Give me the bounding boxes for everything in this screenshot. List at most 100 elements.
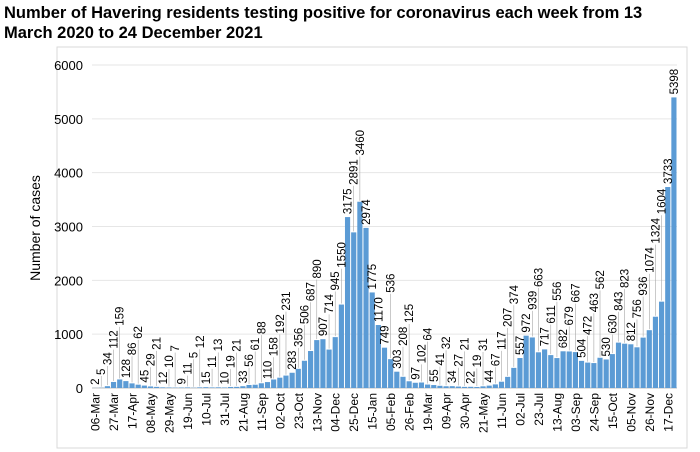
data-label: 283 — [287, 351, 299, 370]
bar — [468, 386, 474, 388]
data-label: 45 — [139, 370, 151, 383]
bar — [215, 387, 221, 388]
x-tick-label: 11-Jun — [495, 393, 509, 429]
y-tick-label: 5000 — [54, 112, 83, 127]
data-label: 64 — [423, 327, 435, 340]
data-label: 663 — [533, 268, 545, 287]
x-tick-label: 25-Dec — [347, 393, 361, 432]
data-label: 843 — [614, 292, 626, 311]
data-label: 1775 — [367, 264, 379, 290]
data-label: 812 — [626, 322, 638, 341]
bar — [110, 381, 117, 388]
data-label: 303 — [392, 350, 404, 369]
x-tick-label: 03-Sep — [569, 393, 583, 432]
data-label: 504 — [577, 338, 589, 358]
data-label: 714 — [324, 294, 336, 314]
bar — [554, 358, 560, 388]
data-label: 19 — [472, 355, 484, 368]
data-label: 1324 — [650, 217, 662, 243]
bar — [560, 351, 566, 388]
data-label: 2 — [90, 378, 102, 384]
data-label: 972 — [521, 313, 533, 332]
bar — [351, 232, 357, 388]
bar — [603, 359, 609, 388]
data-label: 9 — [176, 378, 188, 384]
x-tick-label: 26-Feb — [403, 393, 417, 431]
bar — [252, 384, 258, 388]
bar — [628, 344, 634, 388]
data-label: 158 — [269, 337, 281, 356]
data-label: 3460 — [355, 130, 367, 156]
data-label: 15 — [201, 371, 213, 384]
bar — [289, 372, 295, 388]
bar — [511, 367, 517, 388]
bar — [609, 354, 615, 388]
bar — [578, 360, 585, 388]
x-tick-label: 02-Jul — [513, 393, 527, 426]
data-label: 3175 — [343, 188, 355, 214]
data-label: 21 — [460, 338, 472, 351]
data-label: 34 — [447, 370, 459, 383]
data-label: 102 — [416, 344, 428, 363]
data-label: 536 — [386, 274, 398, 293]
bar — [332, 337, 338, 388]
data-label: 823 — [620, 269, 632, 288]
data-label: 67 — [490, 353, 502, 366]
y-tick-label: 3000 — [54, 220, 83, 235]
data-label: 3733 — [663, 158, 675, 184]
data-label: 33 — [238, 370, 250, 383]
data-label: 208 — [398, 327, 410, 346]
data-label: 472 — [583, 316, 595, 335]
x-tick-label: 15-Jan — [366, 393, 380, 430]
x-tick-label: 24-Sep — [587, 393, 601, 432]
bar — [492, 384, 498, 388]
data-label: 192 — [275, 314, 287, 333]
bar — [665, 187, 671, 388]
y-tick-label: 2000 — [54, 273, 83, 288]
data-label: 1074 — [644, 247, 656, 273]
data-label: 907 — [318, 317, 330, 336]
data-label: 630 — [607, 314, 619, 333]
data-label: 2974 — [361, 199, 373, 225]
data-label: 34 — [102, 352, 114, 365]
data-label: 55 — [429, 369, 441, 382]
y-tick-label: 4000 — [54, 166, 83, 181]
y-tick-label: 0 — [76, 381, 83, 396]
bar — [326, 349, 332, 388]
bar — [301, 360, 308, 388]
bar — [135, 384, 141, 388]
bar — [141, 385, 147, 388]
bar — [437, 385, 443, 388]
bar — [363, 227, 369, 388]
data-label: 21 — [152, 337, 164, 350]
bar — [277, 377, 283, 388]
bar — [418, 382, 425, 388]
data-label: 10 — [219, 372, 231, 385]
data-label: 374 — [509, 284, 521, 304]
data-label: 1604 — [657, 188, 669, 214]
data-label: 125 — [404, 304, 416, 323]
chart-frame — [56, 46, 688, 449]
bar — [652, 316, 659, 388]
data-label: 557 — [515, 336, 527, 355]
bar — [400, 376, 406, 388]
data-label: 1170 — [373, 297, 385, 322]
data-label: 62 — [133, 326, 145, 339]
bar — [314, 340, 320, 388]
data-label: 611 — [546, 305, 558, 323]
x-tick-label: 23-Jul — [532, 393, 546, 426]
bar — [523, 335, 529, 388]
x-tick-label: 08-May — [144, 393, 158, 433]
data-label: 11 — [207, 356, 219, 368]
data-label: 128 — [121, 359, 133, 378]
data-label: 2891 — [349, 159, 361, 185]
bar — [258, 383, 264, 388]
data-label: 10 — [164, 355, 176, 368]
bar — [375, 325, 381, 388]
bar — [129, 383, 135, 388]
bar — [548, 355, 554, 388]
data-label: 939 — [527, 291, 539, 310]
x-tick-label: 17-Apr — [126, 393, 140, 429]
bar — [634, 347, 640, 388]
